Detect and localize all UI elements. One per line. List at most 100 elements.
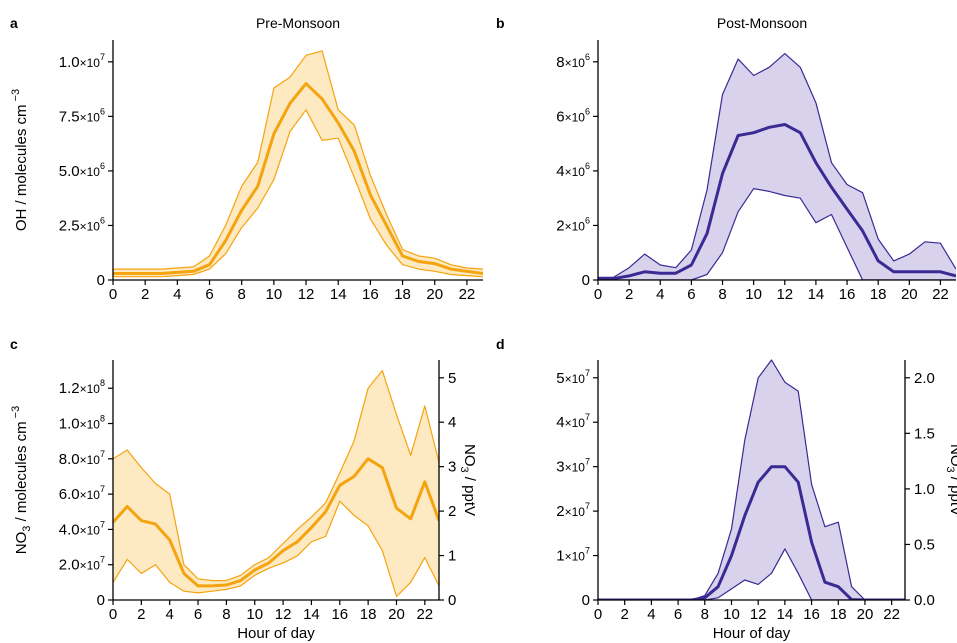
x-tick-label: 12: [298, 286, 315, 303]
y-tick-label: 2.0×107: [59, 555, 105, 574]
uncertainty-band: [113, 50, 483, 277]
x-tick-label: 10: [246, 606, 263, 623]
y-tick-label: 8×106: [556, 52, 590, 71]
y2-axis-label: NO3 / pptV: [458, 444, 478, 516]
upper-bound-line: [113, 370, 439, 582]
lower-bound-line: [113, 500, 439, 598]
x-tick-label: 14: [330, 286, 347, 303]
x-tick-label: 2: [621, 606, 629, 623]
x-tick-label: 6: [687, 286, 695, 303]
lower-bound-line: [598, 188, 956, 280]
x-tick-label: 12: [275, 606, 292, 623]
x-tick-label: 0: [109, 606, 117, 623]
x-tick-label: 20: [388, 606, 405, 623]
upper-bound-line: [113, 50, 483, 270]
uncertainty-band: [598, 360, 905, 600]
x-tick-label: 8: [718, 286, 726, 303]
mean-line: [113, 457, 439, 588]
x-tick-label: 22: [416, 606, 433, 623]
panel-a: a Pre-Monsoon 0 2 4 6 8 10 12 14 16 18 20 22 0 2.5×106 5…: [10, 15, 483, 303]
y-tick-label: 6×106: [556, 106, 590, 125]
x-tick-label: 10: [723, 606, 740, 623]
x-tick-label: 16: [331, 606, 348, 623]
y-tick-label: 2×107: [556, 501, 590, 520]
x-tick-label: 22: [459, 286, 476, 303]
panel-d: d 0 2 4 6 8 10 12 14 16 18 20 22 0 1×107 2×107 3×107 4×10…: [496, 336, 957, 642]
panel-letter: a: [10, 15, 18, 31]
y-tick-label: 0: [97, 592, 105, 609]
x-tick-label: 14: [808, 286, 825, 303]
lower-bound-line: [598, 548, 905, 600]
mean-line: [113, 82, 483, 275]
y-tick-label: 1×107: [556, 546, 590, 565]
panel-title: Pre-Monsoon: [256, 15, 340, 31]
x-tick-label: 2: [141, 286, 149, 303]
y2-tick-label: 2.0: [914, 370, 935, 387]
y2-tick-label: 1.5: [914, 425, 935, 442]
x-tick-label: 10: [266, 286, 283, 303]
x-tick-label: 6: [194, 606, 202, 623]
y2-tick-label: 0: [448, 592, 456, 609]
x-tick-label: 18: [870, 286, 887, 303]
panel-title: Post-Monsoon: [717, 15, 807, 31]
panel-b: b Post-Monsoon 0 2 4 6 8 10 12 14 16 18 20 22 0 2×106 4×…: [496, 15, 956, 303]
x-axis-label: Hour of day: [713, 625, 791, 642]
x-tick-label: 16: [362, 286, 379, 303]
y-tick-label: 0: [97, 272, 105, 289]
x-tick-label: 14: [777, 606, 794, 623]
x-tick-label: 2: [137, 606, 145, 623]
x-tick-label: 12: [750, 606, 767, 623]
y2-tick-label: 5: [448, 370, 456, 387]
uncertainty-band: [113, 370, 439, 597]
y2-tick-label: 0.0: [914, 592, 935, 609]
panel-c: c0 2 4 6 8 10 12 14 16 18 20 2202.0×1074.0×1076.0×1…: [10, 336, 478, 642]
x-tick-label: 16: [839, 286, 856, 303]
x-tick-label: 0: [594, 606, 602, 623]
y-tick-label: 2.5×106: [59, 215, 105, 234]
x-tick-label: 20: [901, 286, 918, 303]
y2-tick-label: 1: [448, 548, 456, 565]
x-tick-label: 18: [394, 286, 411, 303]
x-tick-label: 4: [166, 606, 174, 623]
panel-letter: d: [496, 336, 505, 352]
y-tick-label: 4.0×107: [59, 519, 105, 538]
y-axis-label: NO3 / molecules cm −3: [10, 406, 33, 554]
y-tick-label: 4×106: [556, 161, 590, 180]
y-tick-label: 3×107: [556, 457, 590, 476]
x-tick-label: 20: [426, 286, 443, 303]
y-tick-label: 7.5×106: [59, 106, 105, 125]
mean-line: [598, 123, 956, 280]
y-tick-label: 0: [582, 592, 590, 609]
x-tick-label: 22: [883, 606, 900, 623]
x-tick-label: 20: [857, 606, 874, 623]
x-tick-label: 18: [830, 606, 847, 623]
x-tick-label: 22: [932, 286, 949, 303]
x-tick-label: 12: [776, 286, 793, 303]
y-tick-label: 5.0×106: [59, 161, 105, 180]
y-tick-label: 2×106: [556, 215, 590, 234]
x-tick-label: 8: [238, 286, 246, 303]
upper-bound-line: [598, 52, 956, 278]
x-tick-label: 10: [745, 286, 762, 303]
y-tick-label: 1.2×108: [59, 378, 105, 397]
lower-bound-line: [113, 109, 483, 278]
y-axis-label: OH / molecules cm −3: [10, 89, 30, 231]
x-tick-label: 6: [674, 606, 682, 623]
x-tick-label: 8: [701, 606, 709, 623]
y-tick-label: 6.0×107: [59, 484, 105, 503]
x-tick-label: 18: [360, 606, 377, 623]
y2-tick-label: 4: [448, 414, 456, 431]
y-tick-label: 8.0×107: [59, 449, 105, 468]
x-tick-label: 4: [173, 286, 181, 303]
x-tick-label: 0: [109, 286, 117, 303]
uncertainty-band: [598, 53, 956, 280]
y2-tick-label: 3: [448, 459, 456, 476]
x-tick-label: 8: [222, 606, 230, 623]
y2-tick-label: 2: [448, 503, 456, 520]
upper-bound-line: [598, 359, 905, 600]
y2-tick-label: 1.0: [914, 481, 935, 498]
x-tick-label: 14: [303, 606, 320, 623]
x-tick-label: 16: [803, 606, 820, 623]
y-tick-label: 1.0×108: [59, 414, 105, 433]
